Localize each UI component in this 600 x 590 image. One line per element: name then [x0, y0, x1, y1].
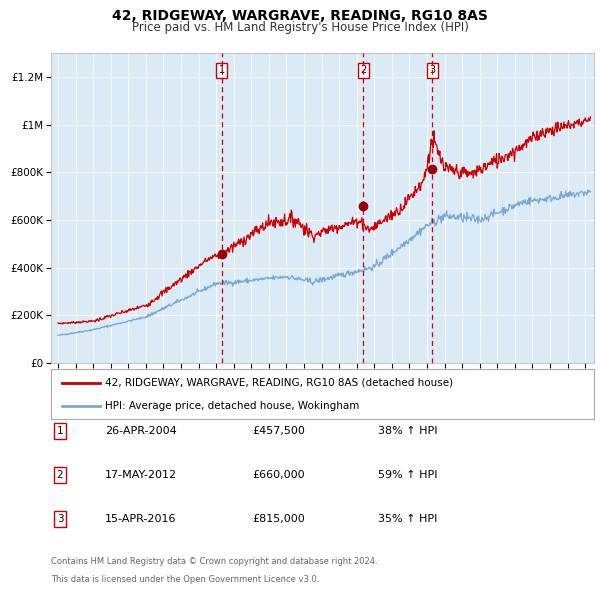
- Text: 38% ↑ HPI: 38% ↑ HPI: [378, 426, 437, 435]
- Text: Price paid vs. HM Land Registry's House Price Index (HPI): Price paid vs. HM Land Registry's House …: [131, 21, 469, 34]
- Text: 2: 2: [361, 65, 367, 75]
- Text: 1: 1: [56, 426, 64, 435]
- Text: 3: 3: [56, 514, 64, 524]
- Text: 59% ↑ HPI: 59% ↑ HPI: [378, 470, 437, 480]
- Text: HPI: Average price, detached house, Wokingham: HPI: Average price, detached house, Woki…: [106, 401, 359, 411]
- Text: £815,000: £815,000: [252, 514, 305, 524]
- Text: £660,000: £660,000: [252, 470, 305, 480]
- Text: 3: 3: [429, 65, 435, 75]
- Text: 2: 2: [56, 470, 64, 480]
- Text: 42, RIDGEWAY, WARGRAVE, READING, RG10 8AS: 42, RIDGEWAY, WARGRAVE, READING, RG10 8A…: [112, 9, 488, 23]
- Text: 42, RIDGEWAY, WARGRAVE, READING, RG10 8AS (detached house): 42, RIDGEWAY, WARGRAVE, READING, RG10 8A…: [106, 378, 454, 388]
- Text: 17-MAY-2012: 17-MAY-2012: [105, 470, 177, 480]
- Text: 1: 1: [219, 65, 225, 75]
- Text: 35% ↑ HPI: 35% ↑ HPI: [378, 514, 437, 524]
- Text: 15-APR-2016: 15-APR-2016: [105, 514, 176, 524]
- Text: 26-APR-2004: 26-APR-2004: [105, 426, 177, 435]
- Text: Contains HM Land Registry data © Crown copyright and database right 2024.: Contains HM Land Registry data © Crown c…: [51, 558, 377, 566]
- Text: £457,500: £457,500: [252, 426, 305, 435]
- Text: This data is licensed under the Open Government Licence v3.0.: This data is licensed under the Open Gov…: [51, 575, 319, 584]
